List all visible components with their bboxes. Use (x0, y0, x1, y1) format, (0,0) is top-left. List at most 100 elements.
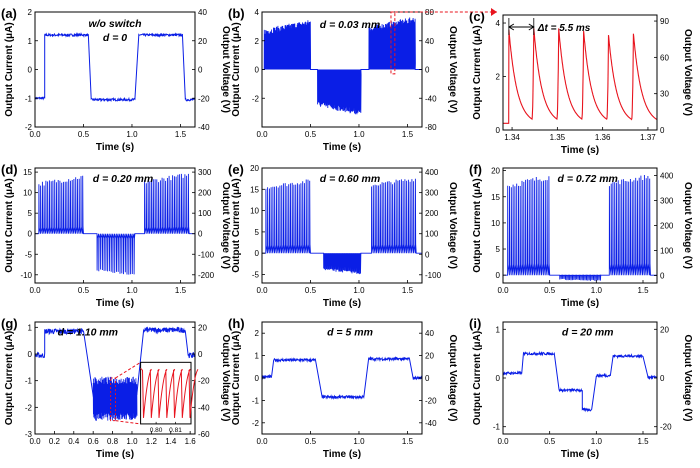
condition-label: d = 0.20 mm (93, 173, 153, 185)
y-tick-label: 0 (496, 374, 501, 383)
y2-axis-label: Output Voltage (V) (682, 334, 693, 421)
y-tick-label: 2 (255, 329, 260, 338)
y2-tick-label: 0 (660, 374, 665, 383)
zoom-region-box (390, 11, 396, 75)
trace-d (35, 173, 195, 275)
y2-tick-label: 200 (660, 222, 674, 231)
x-tick-label: 1.2 (146, 437, 158, 446)
y2-tick-label: -200 (198, 271, 215, 280)
panel-letter: (e) (228, 162, 244, 177)
panel-e: 0.0 0.5 1.0 1.5 -5 0 5 10 15 20 -100 0 100 200 300 400 T… (228, 162, 458, 309)
trace-f (503, 174, 657, 282)
condition-label: d = 0 (103, 32, 127, 44)
y2-tick-label: 0 (198, 66, 203, 75)
y2-tick-label: 100 (198, 209, 212, 218)
plot-frame-i (502, 321, 658, 435)
y-tick-label: 1 (255, 352, 260, 361)
x-tick-label: 0.5 (544, 286, 556, 295)
y-axis-label: Output Current (μA) (4, 331, 15, 425)
x-tick-label: 1.5 (402, 437, 414, 446)
inset-selection-box (110, 377, 116, 422)
y-tick-label: -2 (25, 403, 33, 412)
x-tick-label: 1.0 (126, 130, 138, 139)
y2-axis-label: Output Voltage (V) (220, 182, 231, 269)
y-tick-label: -1 (252, 396, 260, 405)
y2-tick-label: -40 (425, 419, 437, 428)
panel-d: 0.0 0.5 1.0 1.5 -10 -5 0 5 10 15 -200 -100 0 100 200 30… (1, 162, 231, 309)
plot-frame-d (34, 167, 196, 284)
y2-tick-label: 300 (198, 168, 212, 177)
y-tick-label: -2 (252, 419, 260, 428)
y-tick-label: 20 (491, 167, 500, 176)
inset-x-tick-label: 0.80 (150, 427, 163, 434)
x-tick-label: 1.0 (353, 437, 365, 446)
condition-label: w/o switch (88, 18, 141, 30)
x-tick-label: 0.5 (78, 286, 90, 295)
condition-label: d = 1.10 mm (58, 326, 118, 338)
y2-tick-label: 0 (425, 66, 430, 75)
panel-letter: (d) (1, 162, 18, 177)
x-tick-label: 0.0 (29, 130, 41, 139)
y2-axis-label: Output Voltage (V) (447, 334, 458, 421)
y-tick-label: -1 (493, 423, 501, 432)
x-tick-label: 0.6 (88, 437, 100, 446)
y2-tick-label: 0 (660, 272, 665, 281)
y2-tick-label: 300 (660, 197, 674, 206)
y-axis-label: Output Current (μA) (231, 22, 242, 116)
panel-a: 0.0 0.5 1.0 1.5 -2 -1 0 1 2 -40 -20 0 20 40 Time (s) Ou… (1, 6, 231, 153)
x-tick-label: 1.5 (402, 286, 414, 295)
y2-tick-label: 40 (425, 37, 434, 46)
y2-tick-label: 30 (660, 90, 669, 99)
x-tick-label: 0.2 (49, 437, 61, 446)
y2-tick-label: 0 (198, 350, 203, 359)
zoom-arrowhead (491, 8, 497, 16)
y-tick-label: -1 (25, 377, 33, 386)
y2-tick-label: -20 (660, 423, 672, 432)
x-tick-label: 1.0 (126, 286, 138, 295)
panel-letter: (a) (1, 6, 17, 21)
condition-label: d = 20 mm (562, 326, 614, 338)
y-tick-label: 1 (496, 325, 501, 334)
y-tick-label: 15 (250, 185, 259, 194)
panel-letter: (c) (469, 9, 485, 24)
y2-tick-label: 40 (425, 329, 434, 338)
y-tick-label: 4 (496, 19, 501, 28)
y2-tick-label: -20 (198, 377, 210, 386)
y2-tick-label: 90 (660, 17, 669, 26)
x-tick-label: 0.8 (107, 437, 119, 446)
x-tick-label: 1.34 (504, 133, 520, 142)
x-tick-label: 1.5 (175, 286, 187, 295)
y-tick-label: 2 (255, 37, 260, 46)
y2-axis-label: Output Voltage (V) (682, 29, 693, 116)
y-axis-label: Output Current (μA) (472, 331, 483, 425)
y-tick-label: 0 (255, 249, 260, 258)
y-tick-label: -5 (252, 270, 260, 279)
y2-tick-label: -100 (425, 271, 442, 280)
trace-c (503, 28, 657, 124)
x-axis-label: Time (s) (561, 298, 599, 309)
trace-i (503, 350, 657, 413)
arrow-head-right (528, 23, 535, 31)
x-tick-label: 1.5 (402, 130, 414, 139)
panel-letter: (h) (228, 316, 245, 331)
x-tick-label: 0.5 (305, 437, 317, 446)
trace-b (262, 17, 422, 115)
y2-tick-label: -60 (198, 430, 210, 439)
panel-h: 0.0 0.5 1.0 1.5 -2 -1 0 1 2 -40 -20 0 20 40 Time (s) Ou… (228, 316, 458, 460)
y-axis-label: Output Current (μA) (472, 178, 483, 272)
y2-tick-label: -20 (198, 94, 210, 103)
inset-trace (140, 367, 199, 418)
x-tick-label: 1.5 (175, 130, 187, 139)
y-tick-label: -2 (25, 123, 33, 132)
y2-tick-label: 200 (198, 189, 212, 198)
y2-tick-label: 400 (425, 168, 439, 177)
x-tick-label: 1.37 (640, 133, 656, 142)
plot-frame-h (261, 321, 423, 435)
trace-a (35, 32, 195, 103)
y-tick-label: 0 (496, 126, 501, 135)
y-tick-label: 15 (23, 168, 32, 177)
y2-tick-label: -80 (425, 123, 437, 132)
condition-label: d = 5 mm (327, 326, 373, 338)
inset-x-tick-label: 0.81 (169, 427, 182, 434)
x-axis-label: Time (s) (323, 142, 361, 153)
